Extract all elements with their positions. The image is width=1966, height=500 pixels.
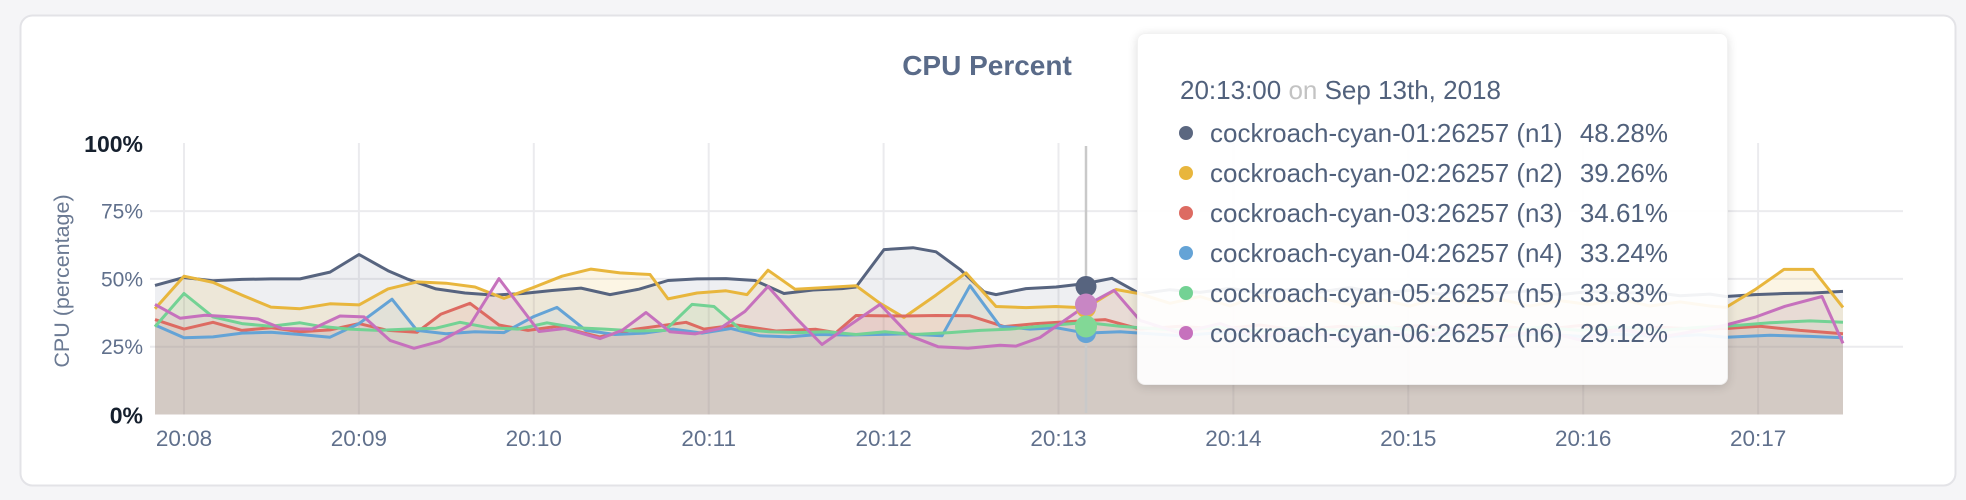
svg-text:20:15: 20:15 [1380, 426, 1436, 451]
svg-text:0%: 0% [110, 403, 143, 429]
svg-text:20:16: 20:16 [1555, 426, 1611, 451]
svg-text:20:12: 20:12 [855, 426, 911, 451]
svg-text:20:10: 20:10 [506, 426, 562, 451]
svg-text:100%: 100% [84, 131, 143, 157]
svg-text:50%: 50% [101, 268, 143, 291]
svg-text:25%: 25% [101, 336, 143, 359]
svg-text:20:09: 20:09 [331, 426, 387, 451]
svg-text:20:13: 20:13 [1030, 426, 1086, 451]
svg-text:CPU Percent: CPU Percent [902, 50, 1072, 81]
svg-text:75%: 75% [101, 201, 143, 224]
svg-text:20:17: 20:17 [1730, 426, 1786, 451]
svg-text:CPU (percentage): CPU (percentage) [50, 194, 74, 367]
svg-text:20:11: 20:11 [681, 426, 736, 451]
svg-text:20:14: 20:14 [1205, 426, 1261, 451]
svg-text:20:08: 20:08 [156, 426, 212, 451]
